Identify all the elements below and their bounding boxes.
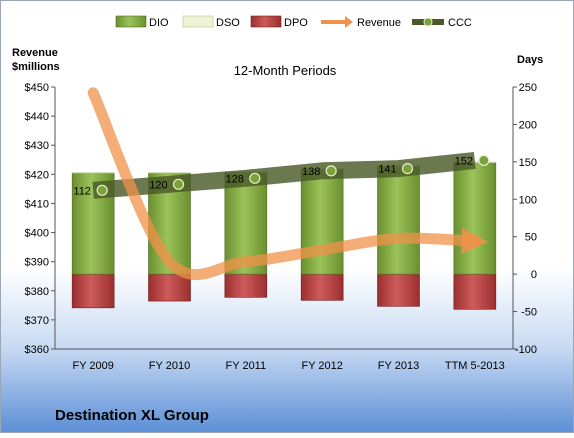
x-axis-tick-label: FY 2012 (301, 360, 342, 372)
left-axis-label-line1: Revenue (12, 47, 58, 59)
ccc-marker (249, 172, 261, 184)
left-axis-tick-label: $440 (25, 111, 49, 123)
dso-bar (71, 172, 115, 174)
dio-bar (300, 169, 344, 275)
dpo-bar (377, 273, 420, 307)
plot-area: $360 $370 $380 $390 $400 $410 $420 $430 $440 $450… (25, 82, 537, 372)
ccc-data-label: 141 (378, 164, 396, 176)
ccc-marker (401, 162, 414, 175)
left-axis-tick-label: $410 (25, 198, 49, 210)
left-axis-tick-label: $390 (25, 257, 49, 269)
dpo-bar (224, 273, 268, 298)
ccc-data-label: 120 (149, 179, 167, 191)
legend-arrowhead-revenue (345, 16, 353, 28)
legend-swatch-dso (182, 15, 214, 28)
right-axis-tick-label: 250 (519, 82, 537, 94)
company-name: Destination XL Group (55, 407, 209, 424)
x-axis-tick-label: FY 2011 (226, 360, 267, 372)
legend-marker-ccc (423, 17, 433, 27)
x-axis-tick-label: FY 2010 (149, 360, 190, 372)
ccc-marker (325, 165, 337, 177)
x-axis-tick-label: TTM 5-2013 (445, 360, 505, 372)
dio-bar (453, 162, 497, 275)
dso-bar (148, 172, 191, 174)
ccc-data-label: 138 (302, 166, 320, 178)
left-axis-tick-label: $380 (25, 286, 49, 298)
ccc-data-label: 128 (226, 173, 244, 185)
right-axis-tick-label: 150 (519, 157, 537, 169)
legend-swatch-dpo (250, 15, 282, 28)
legend-label-ccc: CCC (448, 17, 472, 29)
dpo-bar (453, 273, 497, 310)
left-axis-tick-label: $400 (25, 228, 49, 240)
right-axis-label: Days (517, 54, 543, 66)
dpo-bar (71, 273, 115, 309)
left-axis-tick-label: $430 (25, 140, 49, 152)
revenue-arrow-line (87, 87, 488, 280)
legend-label-dso: DSO (216, 17, 240, 29)
left-axis-label-line2: $millions (12, 61, 60, 73)
legend: DIO DSO DPO Revenue CCC (115, 15, 472, 29)
dpo-bar (300, 273, 344, 301)
ccc-marker (96, 184, 108, 196)
right-axis-tick-label: 100 (519, 194, 537, 206)
chart-title: 12-Month Periods (234, 63, 337, 78)
right-axis-tick-label: 0 (531, 269, 537, 281)
x-axis-tick-label: FY 2013 (378, 360, 419, 372)
left-axis-tick-label: $420 (25, 169, 49, 181)
right-axis-tick-label: 50 (525, 232, 537, 244)
legend-swatch-dio (115, 15, 147, 28)
left-axis-tick-label: $360 (25, 344, 49, 356)
ccc-data-label: 152 (455, 155, 473, 167)
dio-bar (377, 166, 420, 275)
legend-label-dio: DIO (149, 17, 169, 29)
legend-label-revenue: Revenue (357, 17, 401, 29)
ccc-marker (172, 178, 185, 190)
ccc-marker (478, 154, 490, 166)
right-axis-tick-label: -50 (521, 307, 537, 319)
right-axis-tick-label: 200 (519, 119, 537, 131)
left-axis-tick-label: $370 (25, 315, 49, 327)
dpo-bar (148, 273, 191, 302)
legend-label-dpo: DPO (284, 17, 308, 29)
right-axis-tick-label: -100 (515, 344, 537, 356)
left-axis-tick-label: $450 (25, 82, 49, 94)
x-axis-tick-label: FY 2009 (72, 360, 113, 372)
ccc-data-label: 112 (73, 185, 91, 197)
